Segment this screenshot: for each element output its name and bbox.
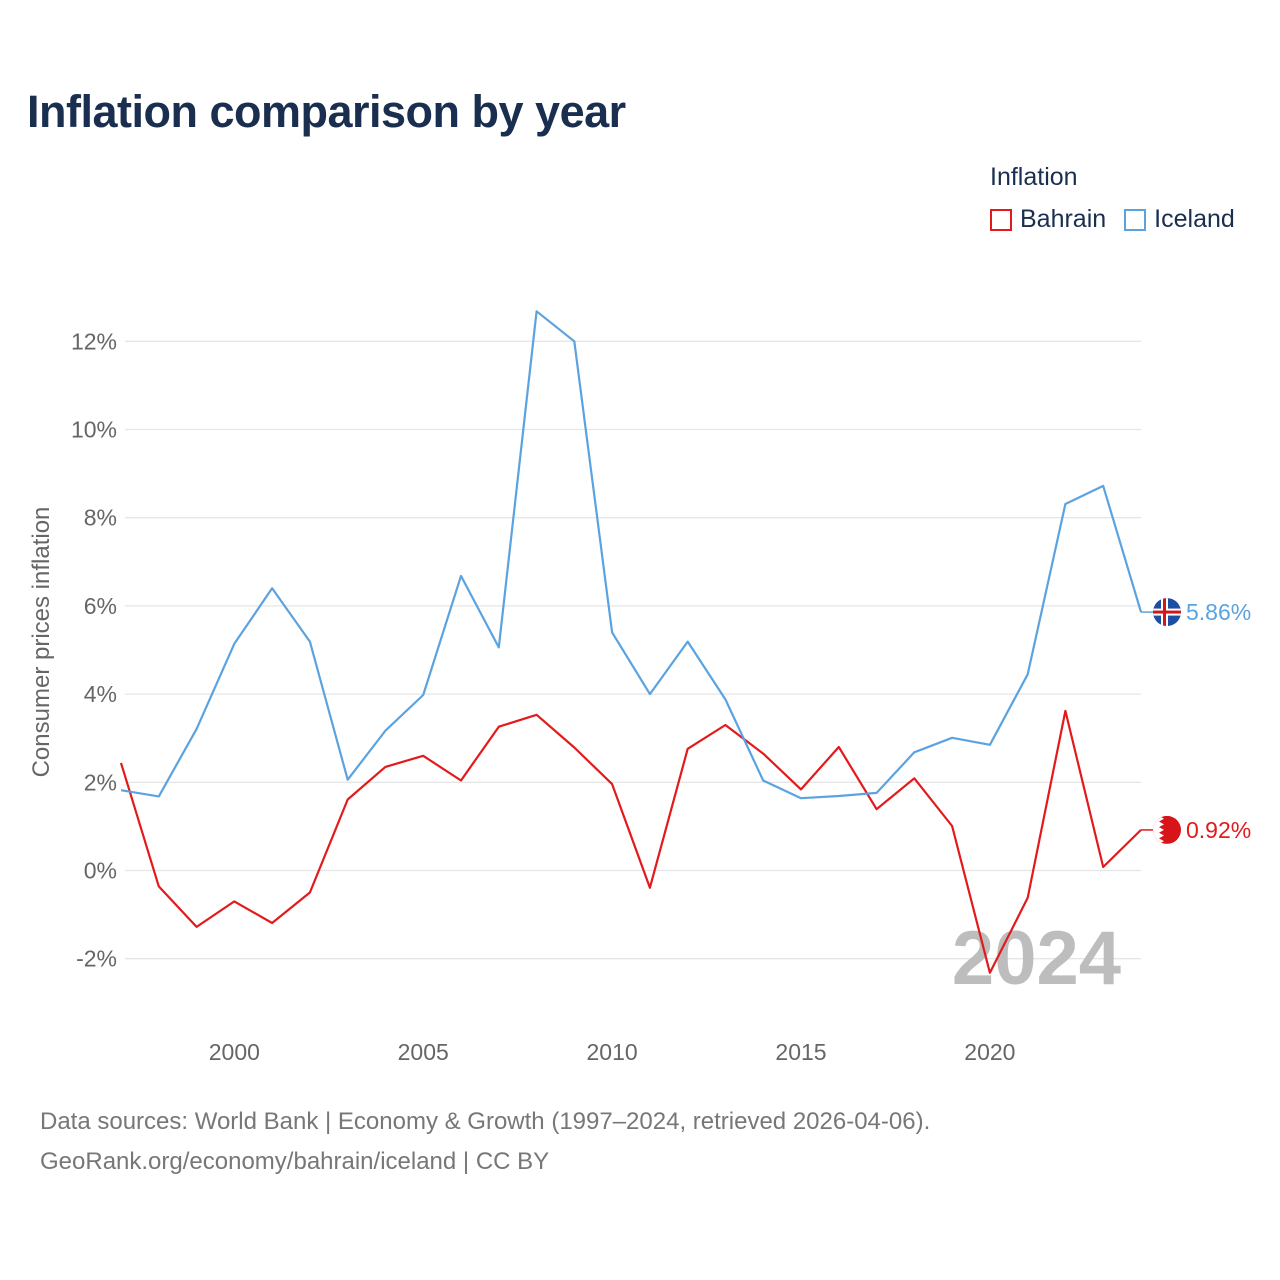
- end-value-label-bahrain: 0.92%: [1186, 817, 1251, 843]
- legend-item-iceland[interactable]: Iceland: [1124, 205, 1235, 234]
- x-tick-label: 2005: [398, 1039, 449, 1065]
- series-line-iceland: [120, 310, 1143, 800]
- legend-title: Inflation: [990, 163, 1078, 191]
- legend: Bahrain Iceland: [990, 205, 1253, 234]
- x-tick-label: 2020: [964, 1039, 1015, 1065]
- x-tick-label: 2015: [775, 1039, 826, 1065]
- legend-swatch-bahrain: [990, 208, 1012, 231]
- chart-title: Inflation comparison by year: [27, 86, 626, 137]
- y-tick-label: 2%: [84, 769, 117, 795]
- footer-source: Data sources: World Bank | Economy & Gro…: [40, 1108, 931, 1135]
- legend-swatch-iceland: [1124, 208, 1147, 231]
- y-tick-label: -2%: [76, 946, 117, 972]
- footer-credit[interactable]: GeoRank.org/economy/bahrain/iceland | CC…: [40, 1148, 550, 1175]
- series-line-bahrain: [119, 709, 1142, 974]
- y-tick-label: 10%: [71, 417, 117, 443]
- y-tick-label: 12%: [71, 328, 117, 354]
- x-tick-label: 2010: [587, 1039, 638, 1065]
- legend-label-iceland: Iceland: [1154, 205, 1235, 233]
- y-tick-label: 4%: [84, 681, 117, 707]
- iceland-flag-icon: [1153, 598, 1181, 627]
- y-tick-label: 0%: [84, 858, 117, 884]
- y-tick-label: 6%: [84, 593, 117, 619]
- legend-label-bahrain: Bahrain: [1020, 205, 1107, 233]
- year-watermark: 2024: [952, 916, 1121, 1001]
- end-value-label-iceland: 5.86%: [1186, 599, 1251, 625]
- y-tick-label: 8%: [84, 505, 117, 531]
- bahrain-flag-icon: [1153, 815, 1181, 844]
- legend-item-bahrain[interactable]: Bahrain: [990, 205, 1106, 234]
- x-tick-label: 2000: [209, 1039, 260, 1065]
